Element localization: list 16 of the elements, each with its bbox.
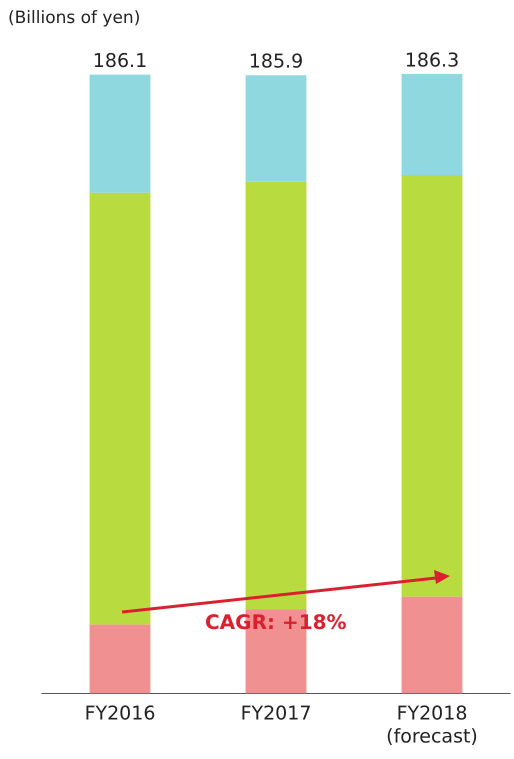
text: 186.3 bbox=[404, 49, 460, 72]
bar bbox=[246, 182, 306, 610]
bar bbox=[90, 74, 150, 193]
bar bbox=[246, 75, 306, 182]
bar bbox=[90, 192, 150, 625]
bar bbox=[402, 74, 462, 175]
x-tick-label: FY2017 bbox=[240, 702, 312, 725]
x-tick-label: FY2018 (forecast) bbox=[386, 702, 478, 748]
text: (Billions of yen) bbox=[8, 8, 140, 28]
x-tick-label: FY2016 bbox=[84, 702, 156, 725]
annotation: CAGR: +18% bbox=[205, 610, 347, 634]
bar bbox=[402, 596, 462, 694]
text: 186.1 bbox=[92, 50, 148, 72]
bar bbox=[402, 174, 462, 597]
bar bbox=[90, 624, 150, 694]
text: 185.9 bbox=[248, 50, 304, 73]
